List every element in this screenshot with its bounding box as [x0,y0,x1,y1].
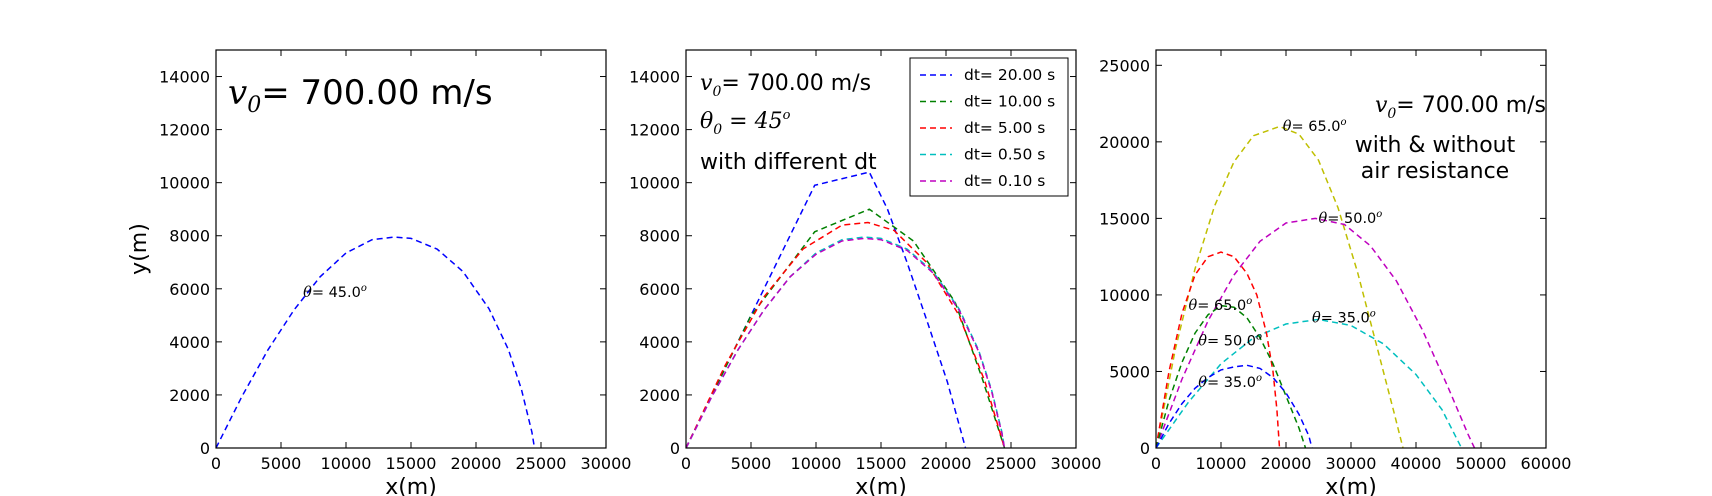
panel-title-line: with different dt [700,150,877,175]
y-tick-label: 6000 [169,280,210,299]
y-tick-label: 4000 [639,333,680,352]
chart-panel-different-dt: 0 5000 10000 15000 20000 25000 30000 0 2000 4000 6… [629,49,1102,496]
x-tick-label: 0 [681,454,691,473]
x-tick-label: 40000 [1391,454,1442,473]
y-tick-label: 10000 [159,174,210,193]
series-line-b [1156,364,1313,448]
panel-title-line: v0= 700.00 m/s [1375,93,1546,122]
legend-entry: dt= 5.00 s [964,119,1045,137]
chart-panel-angle-45: 0 5000 10000 15000 20000 25000 30000 0 2000 4000 6… [127,49,632,496]
series-line-r [686,221,1006,448]
panel-title-line: v0= 700.00 m/s [700,71,871,100]
panel-title-velocity: v0= 700.00 m/s [228,73,493,118]
y-tick-label: 6000 [639,280,680,299]
x-tick-label: 20000 [1261,454,1312,473]
x-tick-label: 50000 [1456,454,1507,473]
y-tick-label: 2000 [639,386,680,405]
panel-title-line: air resistance [1361,159,1509,184]
x-tick-label: 15000 [386,454,437,473]
x-tick-label: 5000 [261,454,302,473]
y-tick-label: 0 [1140,439,1150,458]
x-tick-label: 10000 [1196,454,1247,473]
y-tick-label: 14000 [159,68,210,87]
x-tick-label: 10000 [791,454,842,473]
y-tick-label: 2000 [169,386,210,405]
series-line-m [1156,217,1476,448]
y-tick-label: 14000 [629,68,680,87]
angle-annotation: θ= 65.0o [1283,117,1347,135]
panel-title-line: with & without [1355,133,1516,158]
y-tick-label: 20000 [1099,133,1150,152]
x-tick-label: 60000 [1521,454,1572,473]
legend-entry: dt= 0.50 s [964,146,1045,164]
series-line-y [1156,125,1404,448]
y-tick-label: 25000 [1099,56,1150,75]
legend-entry: dt= 0.10 s [964,172,1045,190]
x-tick-label: 25000 [986,454,1037,473]
series-line-m [686,237,1006,448]
angle-annotation: θ= 50.0o [1319,209,1383,227]
angle-annotation: θ= 35.0o [1198,373,1262,391]
x-tick-label: 25000 [516,454,567,473]
y-tick-label: 5000 [1109,362,1150,381]
y-tick-label: 4000 [169,333,210,352]
series-line-c [1156,318,1463,448]
legend-box [909,57,1069,197]
angle-annotation: θ= 35.0o [1312,308,1376,326]
series-line-g [1156,304,1307,448]
x-tick-label: 30000 [1051,454,1102,473]
x-tick-label: 15000 [856,454,907,473]
x-axis-label: x(m) [1325,475,1377,496]
x-axis-label: x(m) [385,475,437,496]
legend-entry: dt= 10.00 s [964,93,1055,111]
y-tick-label: 10000 [629,174,680,193]
y-tick-label: 12000 [629,121,680,140]
series-line-b [686,171,967,448]
y-tick-label: 15000 [1099,209,1150,228]
y-tick-label: 0 [670,439,680,458]
x-tick-label: 30000 [581,454,632,473]
y-tick-label: 8000 [639,227,680,246]
chart-panel-air-resistance: 0 10000 20000 30000 40000 50000 60000 0 5000 1000… [1099,49,1572,496]
legend: dt= 20.00 s dt= 10.00 s dt= 5.00 s dt= 0.50… [909,57,1069,197]
legend-entry: dt= 20.00 s [964,66,1055,84]
y-tick-label: 8000 [169,227,210,246]
x-axis-label: x(m) [855,475,907,496]
x-tick-label: 20000 [451,454,502,473]
y-tick-label: 10000 [1099,286,1150,305]
y-tick-label: 12000 [159,121,210,140]
series-line-r [1156,251,1281,448]
series-line-b [216,236,536,448]
x-tick-label: 30000 [1326,454,1377,473]
x-tick-label: 5000 [731,454,772,473]
x-tick-label: 0 [1151,454,1161,473]
y-tick-label: 0 [200,439,210,458]
angle-annotation: θ= 45.0o [303,283,367,301]
x-tick-label: 20000 [921,454,972,473]
panel-title-line: θ0 = 45o [700,108,791,138]
angle-annotation: θ= 65.0o [1189,296,1253,314]
x-tick-label: 10000 [321,454,372,473]
angle-annotation: θ= 50.0o [1198,331,1262,349]
y-axis-label: y(m) [127,223,152,275]
x-tick-label: 0 [211,454,221,473]
